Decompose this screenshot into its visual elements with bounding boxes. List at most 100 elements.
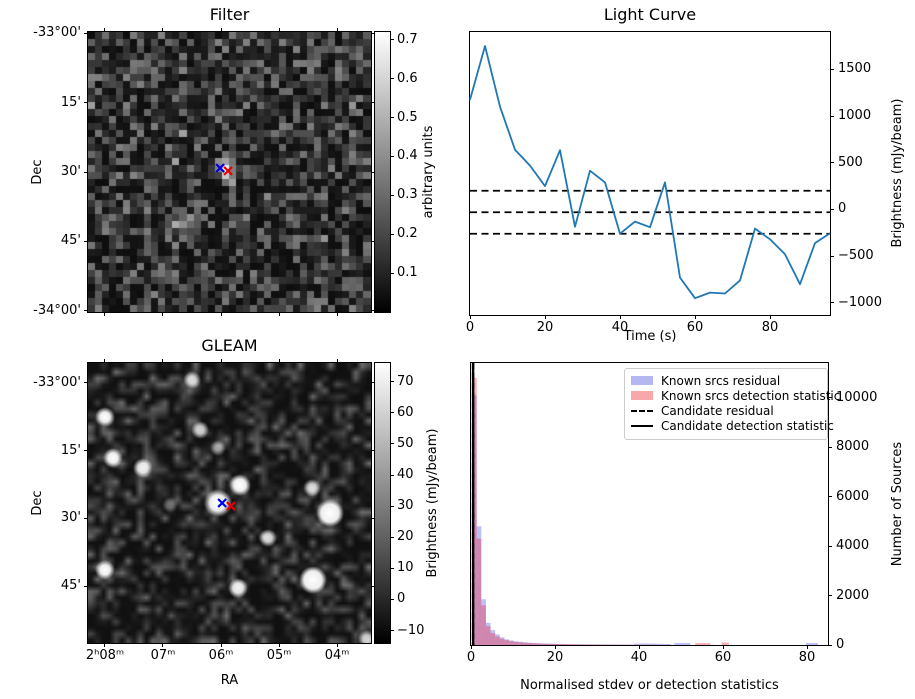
- hist-bar-blue: [481, 599, 486, 645]
- hist-bar-blue: [559, 643, 565, 645]
- lc-y-tick: [830, 68, 834, 70]
- colorbar-tick-label: 0: [397, 591, 406, 607]
- ra-tick: [278, 359, 280, 363]
- colorbar-tick: [390, 598, 394, 600]
- ra-tick: [104, 28, 106, 32]
- hist-bar-blue: [569, 644, 574, 645]
- hist-x-tick: [722, 645, 724, 649]
- dec-tick-label: 15': [60, 94, 81, 110]
- ra-tick: [336, 359, 338, 363]
- hist-x-tick: [554, 645, 556, 649]
- colorbar-tick-label: 0.6: [397, 70, 418, 86]
- lc-y-tick: [830, 208, 834, 210]
- hist-bar-pink: [550, 643, 556, 645]
- dec-tick: [371, 585, 375, 587]
- legend-blue-patch-swatch: [631, 376, 653, 385]
- ra-tick: [278, 28, 280, 32]
- dec-tick: [371, 240, 375, 242]
- hist-x-tick-label: 20: [546, 650, 564, 665]
- ra-tick: [220, 312, 222, 316]
- hist-bar-blue: [661, 643, 667, 645]
- hist-bar-pink: [582, 644, 588, 645]
- legend-item: Candidate residual: [631, 403, 821, 418]
- colorbar-tick: [390, 39, 394, 41]
- colorbar-tick: [390, 272, 394, 274]
- ra-tick-label: 06ᵐ: [208, 648, 234, 663]
- ra-tick-label: 07ᵐ: [150, 648, 176, 663]
- histogram-panel: [470, 362, 829, 646]
- hist-bar-blue: [513, 641, 519, 645]
- lc-x-tick: [544, 315, 546, 319]
- filter-image-panel: [87, 31, 372, 313]
- ra-tick: [336, 312, 338, 316]
- histogram-legend: Known srcs residual Known srcs detection …: [624, 368, 840, 440]
- filter-markers: [215, 163, 233, 176]
- ra-tick: [278, 643, 280, 647]
- legend-item-label: Candidate residual: [661, 403, 774, 418]
- ra-tick: [220, 643, 222, 647]
- gleam-sky-image: [88, 363, 371, 643]
- lc-y-tick-label: 500: [838, 154, 863, 170]
- filter-title: Filter: [209, 5, 250, 24]
- hist-bar-pink: [555, 644, 560, 645]
- filter-marker-blue-x: [215, 163, 225, 173]
- hist-bar-blue: [504, 639, 510, 645]
- hist-bar-blue: [582, 644, 588, 645]
- dec-tick: [84, 171, 88, 173]
- colorbar-tick-label: 0.7: [397, 31, 418, 47]
- hist-bar-pink: [490, 633, 496, 645]
- lc-y-tick: [830, 162, 834, 164]
- ra-tick: [220, 359, 222, 363]
- lc-y-tick-label: 0: [838, 201, 847, 217]
- colorbar-tick-label: 0.4: [397, 148, 418, 164]
- colorbar-tick-label: −10: [397, 622, 425, 638]
- hist-y-tick: [828, 397, 832, 399]
- hist-tail-bar-blue: [674, 643, 691, 645]
- hist-bar-blue: [656, 643, 662, 645]
- lc-x-tick-label: 80: [761, 320, 779, 335]
- ra-tick: [220, 28, 222, 32]
- legend-item: Candidate detection statistic: [631, 418, 834, 433]
- dec-tick: [84, 450, 88, 451]
- lc-y-tick-label: −500: [838, 248, 874, 264]
- lc-y-tick: [830, 255, 834, 257]
- gleam-image-panel: [87, 362, 372, 644]
- ra-tick: [104, 359, 106, 363]
- hist-bar-blue: [499, 637, 505, 645]
- dec-tick-label: 30': [60, 164, 81, 179]
- dec-tick-label: -33°00': [33, 25, 81, 41]
- hist-bar-pink: [485, 626, 491, 645]
- hist-y-tick-label: 4000: [836, 538, 870, 554]
- hist-y-tick-label: 2000: [836, 587, 870, 603]
- ra-tick: [336, 28, 338, 32]
- hist-y-tick-label: 8000: [836, 439, 870, 455]
- ra-tick: [104, 643, 106, 647]
- colorbar-tick: [390, 381, 394, 383]
- lc-x-tick-label: 40: [611, 320, 629, 335]
- dec-tick: [84, 32, 88, 34]
- colorbar-tick-label: 60: [397, 404, 414, 420]
- lc-y-tick-label: 1000: [838, 108, 872, 124]
- colorbar-tick-label: 30: [397, 498, 414, 514]
- colorbar-tick: [390, 78, 394, 80]
- ra-tick-label: 04ᵐ: [324, 648, 350, 663]
- hist-bar-pink: [509, 641, 514, 645]
- gleam-marker-blue-x: [217, 498, 227, 508]
- hist-y-tick: [828, 496, 832, 498]
- hist-bar-blue: [532, 642, 537, 645]
- lc-y-tick-label: 1500: [838, 61, 872, 77]
- dec-tick-label: 30': [60, 510, 81, 526]
- legend-item: Known srcs residual: [631, 373, 821, 388]
- hist-bar-pink: [545, 643, 551, 645]
- ra-tick: [162, 28, 164, 32]
- hist-bar-blue: [495, 634, 500, 645]
- hist-bar-blue: [490, 630, 496, 645]
- hist-bar-pink: [518, 642, 523, 645]
- hist-bar-blue: [509, 640, 514, 645]
- dec-tick-label: -33°00': [33, 374, 81, 390]
- lc-x-tick-label: 0: [465, 320, 475, 335]
- dec-tick: [84, 240, 88, 242]
- hist-bar-blue: [550, 643, 556, 645]
- colorbar-tick: [390, 233, 394, 235]
